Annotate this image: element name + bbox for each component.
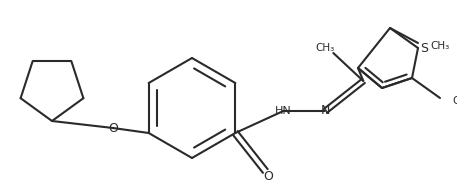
Text: CH₃: CH₃ (316, 43, 335, 53)
Text: N: N (321, 105, 330, 117)
Text: S: S (420, 41, 428, 55)
Text: CH₃: CH₃ (430, 41, 449, 51)
Text: HN: HN (275, 106, 292, 116)
Text: CH₃: CH₃ (452, 96, 457, 106)
Text: O: O (263, 169, 273, 182)
Text: O: O (108, 122, 118, 134)
